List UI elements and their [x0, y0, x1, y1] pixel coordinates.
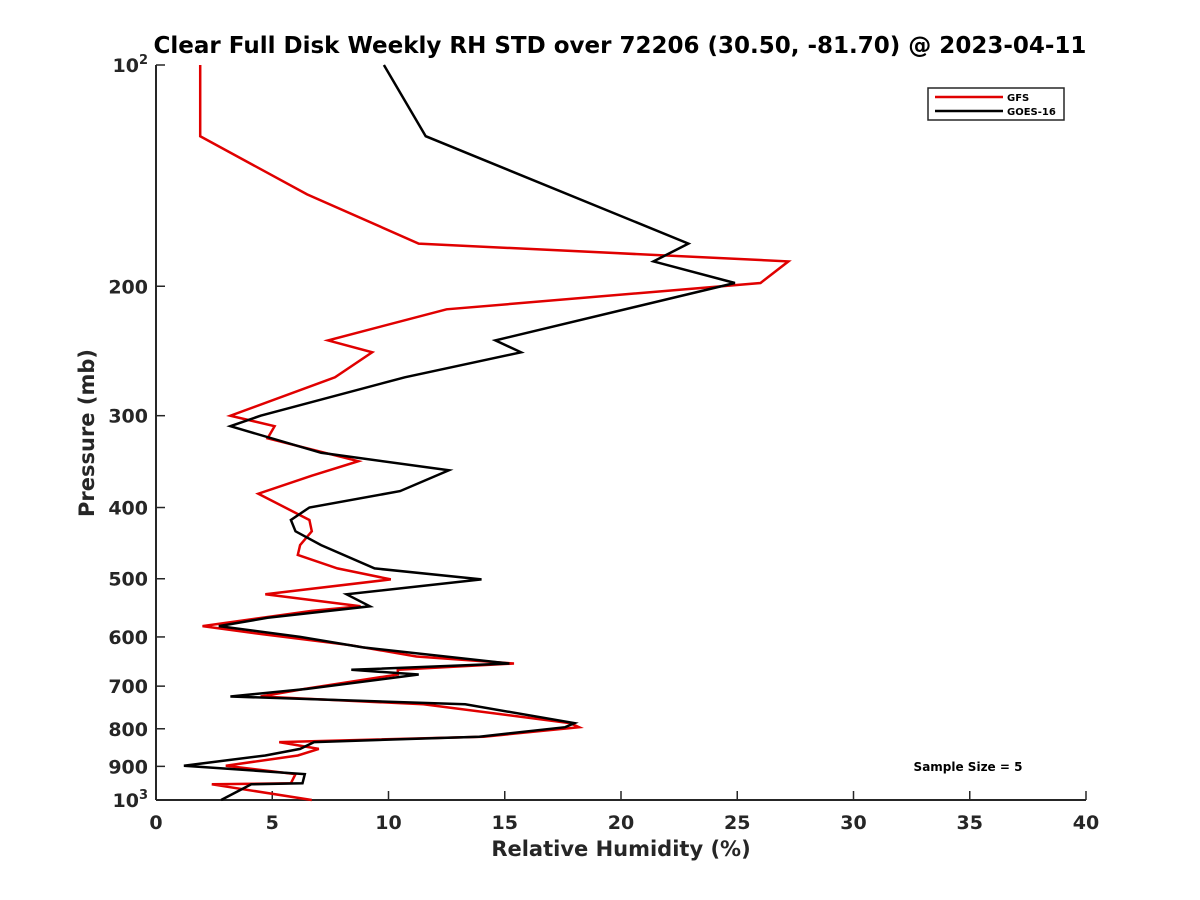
x-tick-label: 0	[149, 812, 162, 834]
y-tick-exponent: 3	[139, 788, 148, 803]
series-layer	[183, 64, 792, 802]
x-tick-label: 40	[1073, 812, 1099, 834]
x-axis-label: Relative Humidity (%)	[491, 837, 750, 861]
y-tick-label: 500	[108, 569, 148, 591]
legend: GFS GOES-16	[927, 87, 1065, 121]
y-tick-label: 400	[108, 498, 148, 520]
x-tick-label: 10	[375, 812, 401, 834]
x-tick-label: 5	[266, 812, 279, 834]
y-tick-label: 900	[108, 756, 148, 778]
axes: 0 5 10 15 20 25 30 35 40102200300400500600700800…	[108, 53, 1099, 834]
chart-title: Clear Full Disk Weekly RH STD over 72206…	[154, 33, 1087, 59]
y-tick-exponent: 2	[139, 53, 148, 68]
x-tick-label: 30	[840, 812, 866, 834]
y-tick-label: 700	[108, 676, 148, 698]
x-tick-label: 15	[492, 812, 518, 834]
y-tick-label: 600	[108, 627, 148, 649]
series-line-goes16	[183, 64, 736, 802]
x-tick-label: 25	[724, 812, 750, 834]
sample-size-annotation: Sample Size = 5	[914, 760, 1023, 774]
legend-label-gfs: GFS	[1007, 93, 1029, 104]
y-axis-label: Pressure (mb)	[75, 349, 99, 517]
legend-label-goes16: GOES-16	[1007, 107, 1056, 118]
y-tick-label: 200	[108, 276, 148, 298]
x-tick-label: 35	[957, 812, 983, 834]
y-tick-label: 800	[108, 719, 148, 741]
y-tick-label: 300	[108, 406, 148, 428]
x-tick-label: 20	[608, 812, 634, 834]
legend-box	[927, 87, 1065, 121]
